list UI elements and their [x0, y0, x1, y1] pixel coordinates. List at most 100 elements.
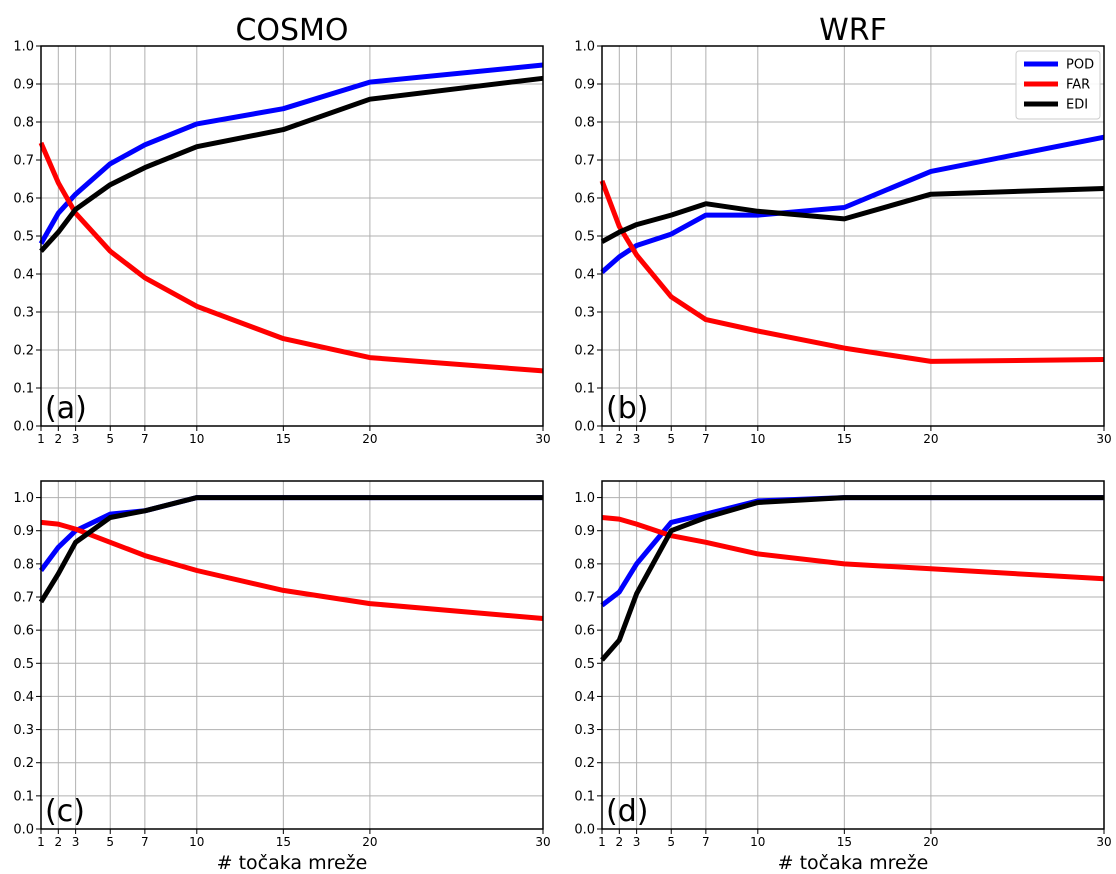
y-tick-label: 0.9	[13, 78, 34, 93]
chart-panel-4: 1 2 3 5 7 10 15 20 30 0.0 0.1 0.2 0.3 0.4 0.5 0.6 0.7 0.8…	[574, 480, 1112, 874]
x-tick-label: 20	[362, 432, 377, 446]
x-tick-label: 10	[189, 432, 204, 446]
x-tick-label: 2	[615, 835, 623, 849]
x-tick-label: 10	[750, 432, 765, 446]
legend-entry-pod: POD	[1066, 58, 1094, 73]
x-tick-label: 5	[106, 432, 114, 446]
y-tick-label: 0.0	[574, 823, 595, 838]
y-tick-label: 1.0	[574, 40, 595, 55]
x-tick-label: 3	[633, 432, 641, 446]
legend-entry-edi: EDI	[1066, 98, 1088, 113]
series-line-pod	[600, 134, 1105, 274]
y-tick-label: 0.3	[574, 723, 595, 738]
y-tick-label: 0.1	[574, 789, 595, 804]
y-tick-label: 0.7	[574, 591, 595, 606]
x-tick-label: 30	[1096, 432, 1111, 446]
y-tick-label: 0.5	[13, 657, 34, 672]
chart-title: WRF	[819, 13, 887, 48]
y-tick-label: 0.6	[574, 624, 595, 639]
chart-panel-3: 1 2 3 5 7 10 15 20 30 0.0 0.1 0.2 0.3 0.4 0.5 0.6 0.7 0.8…	[13, 480, 551, 874]
y-tick-label: 0.6	[574, 192, 595, 207]
y-tick-label: 0.5	[574, 230, 595, 245]
y-tick-label: 0.1	[574, 382, 595, 397]
x-tick-label: 5	[106, 835, 114, 849]
legend-entry-far: FAR	[1066, 78, 1090, 93]
series-line-pod	[38, 62, 544, 245]
axes-frame	[601, 480, 1105, 830]
x-tick-label: 7	[141, 835, 149, 849]
y-tick-label: 0.9	[574, 524, 595, 539]
x-tick-label: 20	[362, 835, 377, 849]
x-tick-label: 10	[750, 835, 765, 849]
y-tick-label: 0.1	[13, 382, 34, 397]
series-line-pod	[600, 495, 1104, 608]
panel-label: (b)	[606, 391, 648, 426]
y-tick-label: 0.7	[574, 154, 595, 169]
series-line-far	[601, 515, 1105, 582]
panel-label: (a)	[45, 391, 87, 426]
series-line-far	[38, 141, 544, 374]
x-tick-label: 3	[72, 835, 80, 849]
series-line-edi	[38, 495, 543, 604]
y-tick-label: 0.3	[574, 306, 595, 321]
y-tick-label: 0.0	[13, 420, 34, 435]
x-tick-label: 30	[1096, 835, 1111, 849]
x-tick-label: 1	[598, 835, 606, 849]
y-tick-label: 0.0	[574, 420, 595, 435]
y-tick-label: 0.4	[13, 690, 34, 705]
x-tick-label: 1	[37, 835, 45, 849]
x-tick-label: 7	[702, 835, 710, 849]
y-tick-label: 0.5	[574, 657, 595, 672]
series-line-edi	[600, 186, 1105, 244]
y-tick-label: 0.4	[574, 268, 595, 283]
x-tick-label: 15	[837, 835, 852, 849]
y-tick-label: 0.3	[13, 723, 34, 738]
x-tick-label: 3	[633, 835, 641, 849]
x-tick-label: 30	[535, 432, 550, 446]
y-tick-label: 0.5	[13, 230, 34, 245]
y-tick-label: 0.8	[13, 557, 34, 572]
x-tick-label: 10	[189, 835, 204, 849]
y-tick-label: 0.3	[13, 306, 34, 321]
y-tick-label: 0.2	[574, 344, 595, 359]
y-tick-label: 0.1	[13, 789, 34, 804]
x-axis-label: # točaka mreže	[778, 852, 929, 874]
x-tick-label: 20	[923, 432, 938, 446]
chart-title: COSMO	[235, 13, 348, 48]
x-tick-label: 20	[923, 835, 938, 849]
x-tick-label: 15	[276, 835, 291, 849]
series-line-edi	[39, 75, 544, 253]
y-tick-label: 0.2	[13, 756, 34, 771]
y-tick-label: 1.0	[13, 491, 34, 506]
x-tick-label: 7	[141, 432, 149, 446]
x-tick-label: 2	[54, 835, 62, 849]
y-tick-label: 0.7	[13, 154, 34, 169]
series-line-pod	[38, 495, 543, 572]
y-tick-label: 1.0	[13, 40, 34, 55]
y-tick-label: 0.2	[13, 344, 34, 359]
x-tick-label: 1	[37, 432, 45, 446]
axes-frame	[40, 480, 544, 830]
y-tick-label: 0.9	[574, 78, 595, 93]
x-tick-label: 5	[667, 432, 675, 446]
panel-label: (d)	[606, 794, 648, 829]
y-tick-label: 0.6	[13, 192, 34, 207]
series-line-far	[599, 180, 1105, 364]
x-tick-label: 30	[535, 835, 550, 849]
chart-panel-2: 1 2 3 5 7 10 15 20 30 0.0 0.1 0.2 0.3 0.4 0.5 0.6 0.7 0.8…	[574, 13, 1111, 446]
x-tick-label: 5	[667, 835, 675, 849]
x-tick-label: 15	[276, 432, 291, 446]
x-tick-label: 2	[54, 432, 62, 446]
y-tick-label: 0.8	[574, 116, 595, 131]
y-tick-label: 0.2	[574, 756, 595, 771]
series-line-far	[40, 519, 544, 621]
x-tick-label: 3	[72, 432, 80, 446]
y-tick-label: 0.4	[13, 268, 34, 283]
x-tick-label: 2	[615, 432, 623, 446]
x-axis-label: # točaka mreže	[217, 852, 368, 874]
y-tick-label: 0.0	[13, 823, 34, 838]
series-line-edi	[600, 495, 1104, 662]
panel-label: (c)	[45, 794, 85, 829]
y-tick-label: 0.8	[13, 116, 34, 131]
